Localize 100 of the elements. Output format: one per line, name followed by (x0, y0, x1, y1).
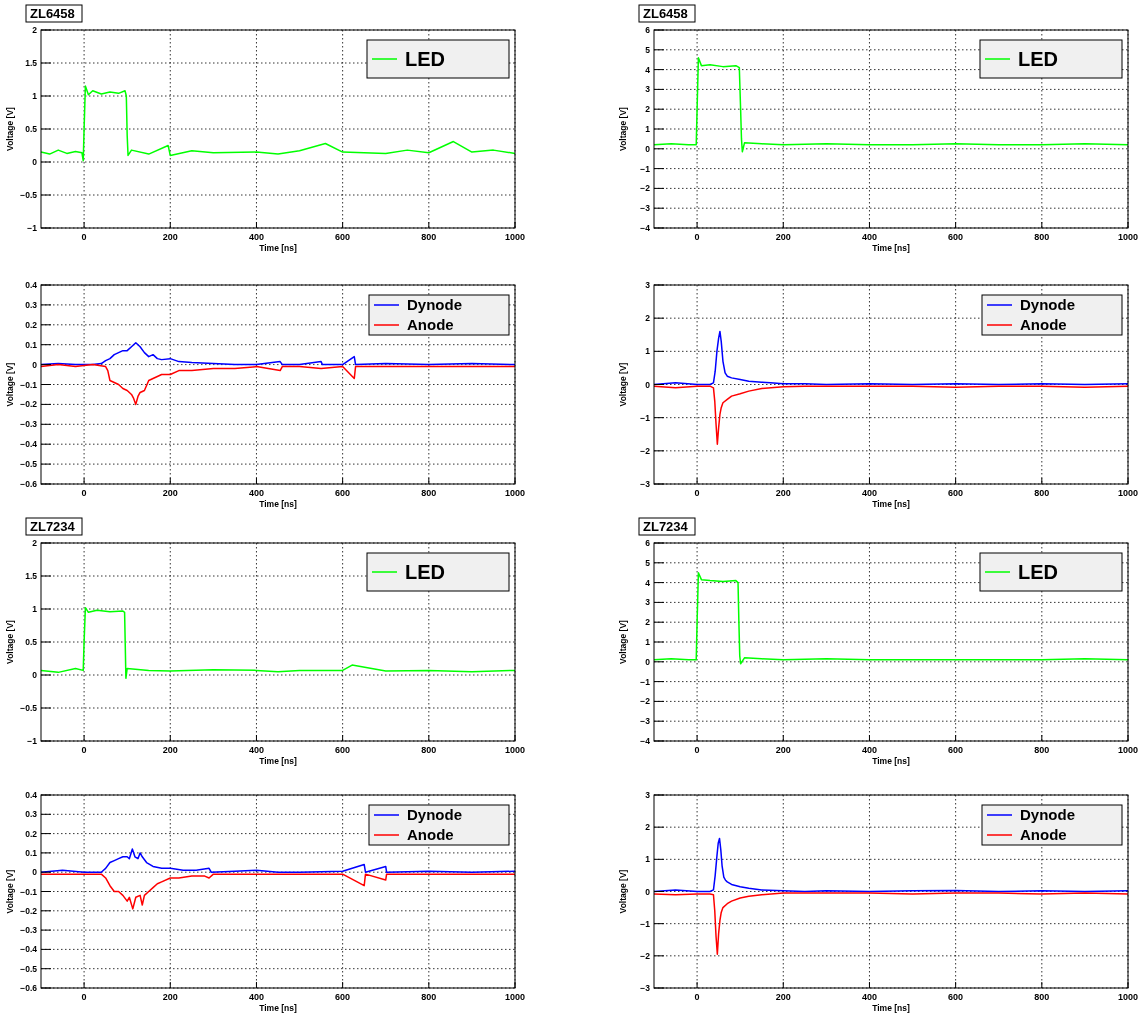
y-tick-label: 0 (32, 867, 38, 878)
legend-label: Anode (1020, 826, 1067, 843)
y-tick-label: −1 (640, 412, 651, 423)
x-tick-label: 200 (162, 232, 178, 242)
y-tick-label: −1 (640, 676, 651, 687)
y-tick-label: 0 (32, 157, 38, 167)
x-tick-label: 600 (335, 745, 351, 755)
line-series (40, 363, 516, 406)
legend-label: LED (1018, 561, 1058, 583)
y-tick-label: 0.2 (25, 319, 38, 330)
y-tick-label: 3 (645, 280, 651, 290)
y-axis-title: Voltage [V] (618, 106, 628, 151)
line-series (653, 385, 1129, 445)
y-axis-title: Voltage [V] (5, 619, 15, 664)
y-tick-label: 0 (645, 886, 651, 897)
y-tick-label: 1.5 (25, 58, 38, 68)
y-tick-label: −0.4 (20, 439, 38, 450)
y-tick-label: −0.1 (20, 886, 38, 897)
y-tick-label: 1.5 (25, 571, 38, 581)
y-axis-title: Voltage [V] (5, 869, 15, 914)
x-tick-label: 0 (81, 992, 87, 1002)
y-tick-label: 0 (32, 359, 38, 370)
x-tick-label: 1000 (1117, 992, 1139, 1002)
x-tick-label: 400 (248, 488, 264, 498)
y-tick-label: −2 (640, 183, 651, 194)
legend-label: LED (405, 561, 445, 583)
y-tick-label: 1 (32, 91, 38, 101)
y-tick-label: 1 (645, 854, 651, 865)
y-tick-label: 4 (645, 64, 651, 75)
y-tick-label: 0.4 (25, 790, 38, 800)
x-tick-label: 800 (1034, 745, 1050, 755)
y-tick-label: −0.5 (20, 459, 38, 470)
y-tick-label: 1 (32, 604, 38, 614)
x-tick-label: 0 (81, 232, 87, 242)
x-tick-label: 1000 (504, 232, 526, 242)
x-tick-label: 600 (948, 232, 964, 242)
y-tick-label: 5 (645, 44, 651, 55)
x-tick-label: 400 (861, 232, 877, 242)
y-tick-label: −3 (640, 716, 651, 727)
x-axis-title: Time [ns] (872, 243, 910, 253)
y-tick-label: −4 (640, 736, 651, 746)
x-tick-label: 400 (248, 992, 264, 1002)
y-tick-label: 0.2 (25, 828, 38, 839)
legend-label: Dynode (1020, 296, 1076, 313)
legend-label: Anode (1020, 316, 1067, 333)
y-tick-label: −0.4 (20, 944, 38, 955)
y-tick-label: 2 (32, 25, 38, 35)
x-tick-label: 200 (775, 232, 791, 242)
x-tick-label: 0 (694, 992, 700, 1002)
x-tick-label: 1000 (1117, 488, 1139, 498)
x-tick-label: 600 (948, 992, 964, 1002)
y-tick-label: 0 (645, 379, 651, 390)
legend-label: LED (405, 48, 445, 70)
legend-label: Dynode (407, 806, 463, 823)
legend-label: Dynode (407, 296, 463, 313)
line-series (40, 873, 516, 910)
x-axis-title: Time [ns] (259, 756, 297, 766)
x-tick-label: 400 (248, 232, 264, 242)
y-tick-label: 3 (645, 790, 651, 800)
x-tick-label: 800 (1034, 232, 1050, 242)
x-tick-label: 200 (775, 745, 791, 755)
y-tick-label: 0.3 (25, 299, 38, 310)
x-tick-label: 800 (421, 232, 437, 242)
y-tick-label: 6 (645, 25, 651, 35)
y-tick-label: 2 (32, 538, 38, 548)
chart-title: ZL6458 (30, 6, 75, 21)
y-tick-label: −1 (640, 163, 651, 174)
x-tick-label: 200 (775, 488, 791, 498)
x-tick-label: 1000 (504, 488, 526, 498)
legend-label: LED (1018, 48, 1058, 70)
y-tick-label: 0 (645, 143, 651, 154)
y-tick-label: −1 (27, 736, 38, 746)
x-tick-label: 400 (861, 745, 877, 755)
x-axis-title: Time [ns] (259, 499, 297, 509)
y-tick-label: −0.6 (20, 479, 38, 489)
chart-title: ZL6458 (643, 6, 688, 21)
y-tick-label: −1 (640, 918, 651, 929)
x-tick-label: 1000 (504, 992, 526, 1002)
y-axis-title: Voltage [V] (618, 869, 628, 914)
y-axis-title: Voltage [V] (618, 619, 628, 664)
y-axis-title: Voltage [V] (5, 106, 15, 151)
line-series (653, 892, 1129, 955)
x-tick-label: 600 (335, 992, 351, 1002)
x-tick-label: 800 (421, 745, 437, 755)
y-tick-label: −0.3 (20, 925, 38, 936)
y-tick-label: 0.3 (25, 809, 38, 820)
y-tick-label: 6 (645, 538, 651, 548)
line-series (40, 848, 516, 873)
x-tick-label: 600 (335, 488, 351, 498)
y-tick-label: −3 (640, 983, 651, 993)
x-tick-label: 600 (948, 745, 964, 755)
x-tick-label: 400 (861, 992, 877, 1002)
y-tick-label: 0.4 (25, 280, 38, 290)
x-tick-label: 600 (948, 488, 964, 498)
y-tick-label: −0.2 (20, 399, 38, 410)
legend-label: Anode (407, 316, 454, 333)
x-tick-label: 800 (421, 992, 437, 1002)
x-tick-label: 800 (1034, 488, 1050, 498)
y-tick-label: 2 (645, 617, 651, 628)
y-tick-label: −4 (640, 223, 651, 233)
